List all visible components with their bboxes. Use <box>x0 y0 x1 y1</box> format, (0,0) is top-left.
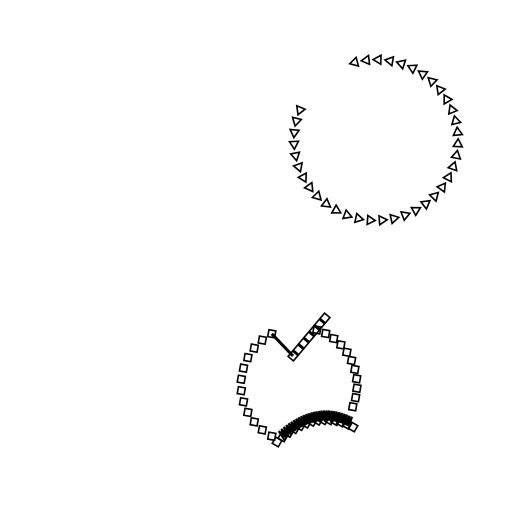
triangle-marker <box>378 214 389 227</box>
triangle-marker <box>359 53 371 66</box>
square-marker <box>346 355 357 366</box>
square-marker <box>351 383 362 394</box>
triangle-marker <box>419 199 432 211</box>
triangle-marker <box>427 76 439 88</box>
triangle-marker <box>330 203 343 214</box>
square-marker <box>313 318 326 331</box>
triangle-marker <box>320 197 332 209</box>
square-marker <box>242 407 253 418</box>
square-marker <box>350 392 361 403</box>
triangle-marker <box>428 191 440 203</box>
triangle-marker <box>302 181 314 193</box>
triangle-marker <box>452 125 464 137</box>
triangle-marker <box>446 160 458 172</box>
square-marker <box>318 311 332 325</box>
square-marker <box>351 373 362 384</box>
square-marker <box>238 396 249 407</box>
square-marker <box>297 337 310 350</box>
triangle-marker <box>371 53 382 66</box>
square-marker <box>302 330 316 344</box>
triangle-marker <box>447 103 459 116</box>
square-marker <box>238 363 249 374</box>
triangle-marker <box>348 55 360 68</box>
square-marker <box>242 352 253 363</box>
triangle-marker <box>288 140 300 151</box>
square-marker <box>266 328 277 339</box>
square-marker <box>236 385 247 396</box>
connector-group <box>270 332 354 441</box>
square-marker <box>236 374 247 385</box>
triangle-marker <box>366 214 377 226</box>
triangle-marker <box>295 104 307 117</box>
triangle-marker <box>292 161 304 174</box>
triangle-marker <box>389 213 401 225</box>
square-marker <box>249 416 260 427</box>
square-marker <box>292 343 305 356</box>
triangle-marker <box>409 206 422 218</box>
triangle-marker <box>417 70 429 81</box>
triangle-marker <box>310 189 323 202</box>
triangle-marker <box>289 151 301 163</box>
triangle-marker <box>435 181 447 194</box>
zigzag-line <box>277 410 354 441</box>
square-marker <box>320 328 331 339</box>
square-marker <box>341 347 352 358</box>
triangle-marker <box>296 171 308 184</box>
triangle-marker <box>450 148 462 161</box>
square-marker <box>335 339 346 350</box>
triangle-marker <box>399 210 412 222</box>
triangle-marker <box>435 84 447 97</box>
square-marker <box>249 343 260 354</box>
triangle-marker <box>341 208 354 220</box>
triangle-arc <box>288 53 464 227</box>
triangle-marker <box>451 137 464 148</box>
square-marker <box>257 424 268 435</box>
triangle-marker <box>353 211 365 224</box>
connector-line <box>270 332 295 358</box>
triangle-marker <box>406 64 419 75</box>
triangle-marker <box>288 128 301 140</box>
triangle-marker <box>291 116 303 128</box>
triangle-marker <box>383 55 395 68</box>
square-marker <box>347 401 358 412</box>
square-marker <box>328 333 339 344</box>
square-marker <box>257 335 268 346</box>
square-marker <box>308 324 321 337</box>
triangle-marker <box>450 114 463 126</box>
triangle-marker <box>441 171 453 184</box>
square-marker <box>349 364 360 375</box>
triangle-marker <box>395 59 407 71</box>
triangle-marker <box>443 93 454 106</box>
